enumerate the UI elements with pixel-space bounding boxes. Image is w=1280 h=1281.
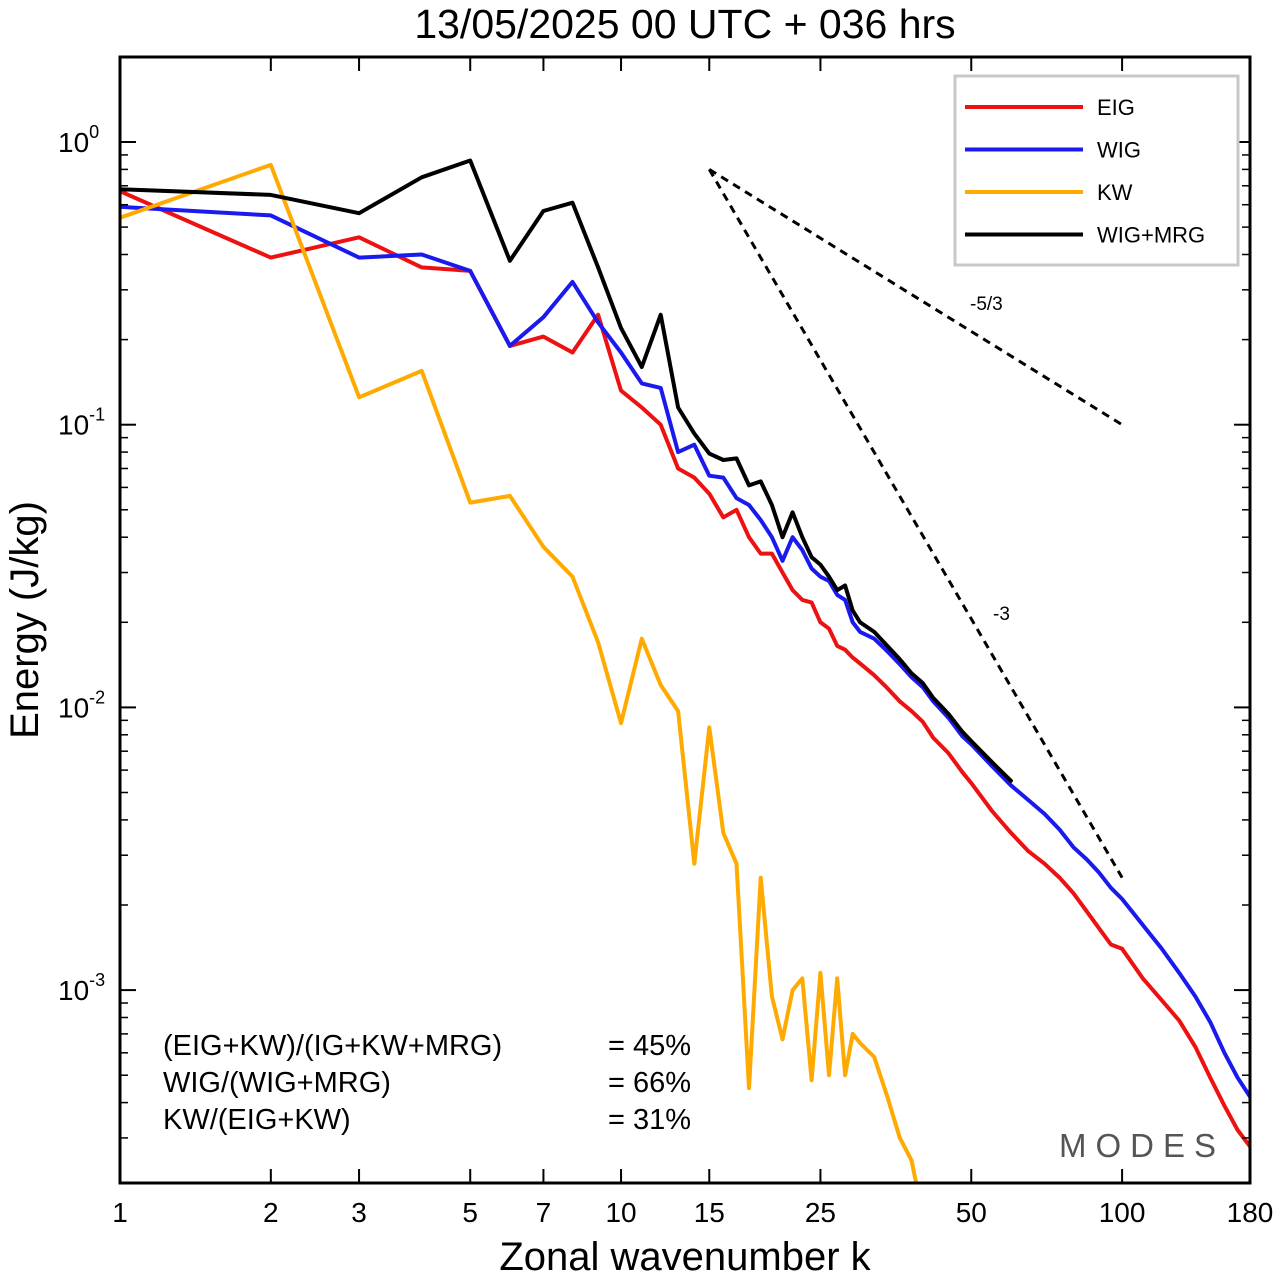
series-line-wig-mrg xyxy=(120,158,1013,783)
x-tick-label: 2 xyxy=(263,1197,279,1228)
ratio-annotation-value: = 31% xyxy=(608,1104,691,1136)
modes-watermark: MODES xyxy=(1059,1127,1225,1164)
x-axis-label: Zonal wavenumber k xyxy=(499,1235,871,1279)
x-tick-label: 10 xyxy=(605,1197,636,1228)
legend-label: EIG xyxy=(1097,95,1135,120)
x-tick-label: 3 xyxy=(351,1197,367,1228)
legend-label: KW xyxy=(1097,180,1133,205)
chart-title: 13/05/2025 00 UTC + 036 hrs xyxy=(414,1,955,47)
legend: EIG WIG KW WIG+MRG xyxy=(953,74,1240,267)
x-tick-label: 25 xyxy=(805,1197,836,1228)
y-axis-label: Energy (J/kg) xyxy=(3,501,47,739)
y-tick-label: 10-2 xyxy=(58,687,105,723)
x-tick-label: 5 xyxy=(462,1197,478,1228)
legend-label: WIG xyxy=(1097,138,1141,163)
x-tick-label: 15 xyxy=(694,1197,725,1228)
ratio-annotation-label: WIG/(WIG+MRG) xyxy=(163,1067,391,1099)
series-line-kw xyxy=(120,162,919,1183)
axis-ticks: 1 2 3 5 7 10 15 25 50 100 180 100 10-1 10-2 10-3 xyxy=(58,57,1273,1228)
y-tick-label: 10-3 xyxy=(58,970,105,1006)
plot-area-frame xyxy=(118,55,1252,1185)
y-tick-label: 100 xyxy=(58,122,99,158)
x-tick-label: 50 xyxy=(956,1197,987,1228)
reference-slope-line xyxy=(707,168,1124,879)
y-tick-label: 10-1 xyxy=(58,405,105,441)
series-line-wig xyxy=(120,204,1250,1099)
reference-slope-label: -3 xyxy=(993,604,1010,625)
ratio-annotation-value: = 45% xyxy=(608,1030,691,1062)
reference-slopes: -5/3 -3 xyxy=(707,168,1124,879)
reference-slope-line xyxy=(708,168,1123,426)
x-tick-label: 7 xyxy=(536,1197,552,1228)
ratio-annotation-label: (EIG+KW)/(IG+KW+MRG) xyxy=(163,1030,502,1062)
ratio-annotations: (EIG+KW)/(IG+KW+MRG) = 45% WIG/(WIG+MRG) = … xyxy=(163,1030,691,1136)
reference-slope-label: -5/3 xyxy=(970,294,1003,315)
series-line-eig xyxy=(120,189,1250,1149)
ratio-annotation-value: = 66% xyxy=(608,1067,691,1099)
ratio-annotation-label: KW/(EIG+KW) xyxy=(163,1104,351,1136)
series-layer xyxy=(120,158,1250,1183)
x-tick-label: 180 xyxy=(1227,1197,1274,1228)
legend-label: WIG+MRG xyxy=(1097,223,1205,248)
x-tick-label: 100 xyxy=(1099,1197,1146,1228)
x-tick-label: 1 xyxy=(112,1197,128,1228)
